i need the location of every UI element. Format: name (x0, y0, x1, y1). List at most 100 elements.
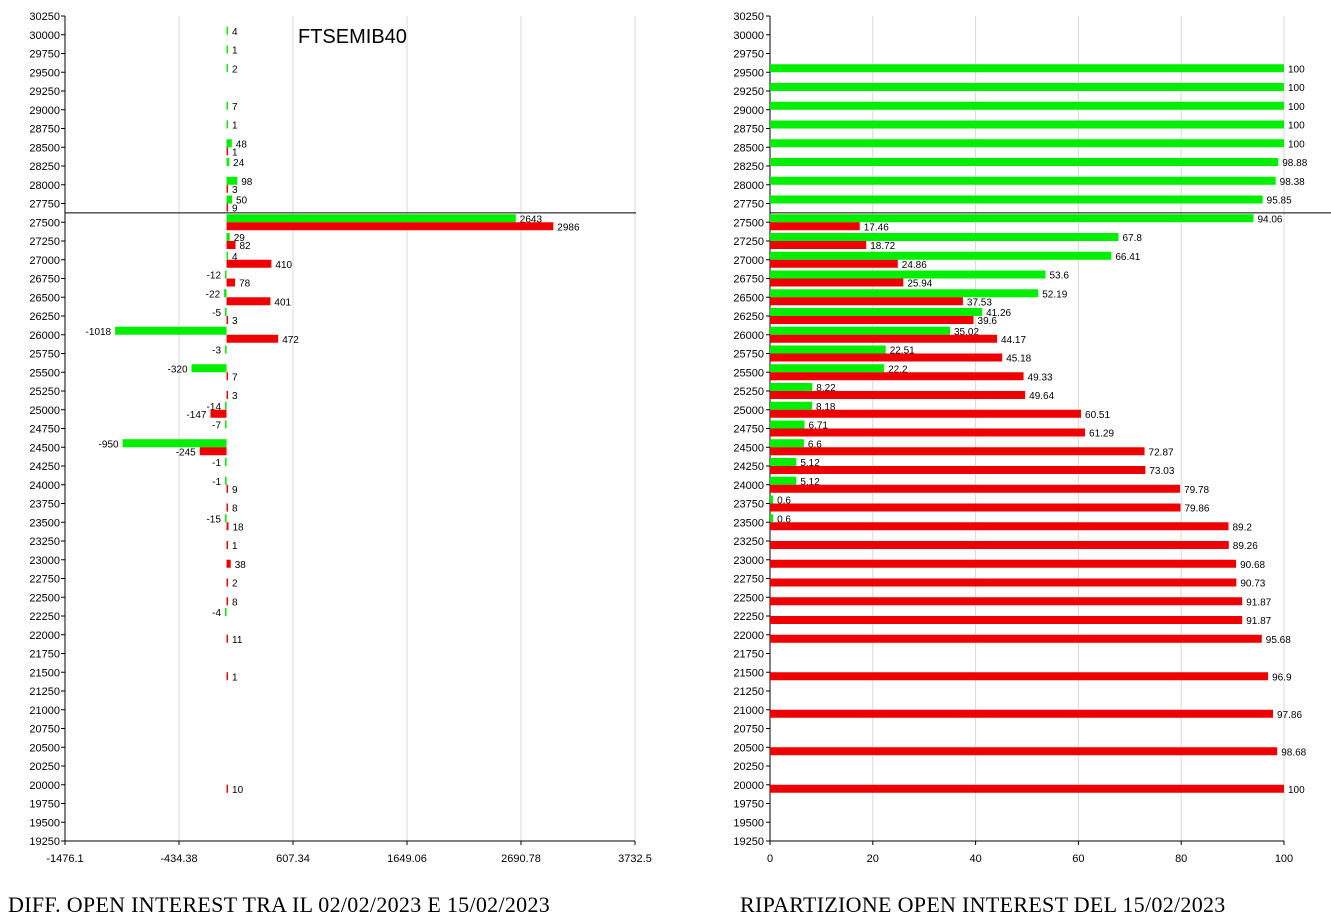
bar-value-label: -1 (212, 477, 221, 488)
y-tick-label: 27500 (733, 217, 764, 229)
x-tick-label: 100 (1275, 853, 1293, 865)
bar-value-label: 79.78 (1184, 485, 1209, 496)
green-bar (770, 64, 1284, 73)
red-bar (770, 634, 1262, 643)
y-tick-label: 26500 (733, 292, 764, 304)
bar-value-label: 9 (232, 485, 238, 496)
red-bar (226, 334, 279, 343)
bar-value-label: 10 (232, 785, 244, 796)
red-bar (770, 391, 1026, 399)
bar-value-label: 1 (232, 541, 238, 552)
red-bar (770, 222, 860, 231)
y-tick-label: 20250 (733, 761, 764, 773)
red-bar (770, 522, 1229, 531)
red-bar (226, 522, 229, 531)
y-tick-label: 26250 (733, 311, 764, 323)
y-tick-label: 25000 (733, 405, 764, 417)
red-bar (770, 709, 1274, 718)
y-tick-label: 19250 (733, 836, 764, 848)
green-bar (224, 514, 227, 523)
red-bar (770, 466, 1146, 474)
red-bar (770, 241, 867, 249)
y-tick-label: 22000 (29, 630, 60, 642)
green-bar (225, 308, 227, 316)
bar-value-label: 401 (274, 297, 291, 308)
green-bar (226, 195, 233, 204)
x-tick-label: 3732.5 (618, 853, 652, 865)
y-tick-label: 19500 (29, 817, 60, 829)
green-bar (225, 401, 227, 410)
bar-value-label: 100 (1288, 139, 1305, 150)
y-tick-label: 21250 (733, 686, 764, 698)
bar-value-label: 94.06 (1257, 214, 1282, 225)
bar-value-label: 91.87 (1246, 616, 1271, 627)
y-tick-label: 26000 (733, 330, 764, 342)
y-tick-label: 20750 (29, 724, 60, 736)
y-tick-label: 24500 (29, 442, 60, 454)
bar-value-label: -5 (212, 308, 221, 319)
y-tick-label: 19750 (29, 799, 60, 811)
bar-value-label: 90.73 (1240, 579, 1265, 590)
green-bar (226, 45, 229, 54)
bar-value-label: 1 (232, 672, 238, 683)
bar-value-label: 2643 (520, 214, 543, 225)
green-bar (770, 251, 1112, 260)
bar-value-label: 4 (232, 27, 238, 38)
green-bar (225, 608, 227, 616)
y-tick-label: 21750 (29, 649, 60, 661)
green-bar (770, 83, 1284, 91)
y-tick-label: 26500 (29, 292, 60, 304)
bar-value-label: -7 (212, 421, 221, 432)
green-bar (770, 420, 805, 429)
y-tick-label: 26750 (733, 274, 764, 286)
green-bar (770, 383, 813, 391)
red-bar (226, 784, 229, 793)
bar-value-label: 7 (232, 372, 238, 383)
green-bar (226, 233, 230, 241)
bar-value-label: 37.53 (967, 297, 992, 308)
y-tick-label: 28000 (29, 180, 60, 192)
bar-value-label: 38 (235, 560, 247, 571)
y-tick-label: 21750 (733, 649, 764, 661)
y-tick-label: 21000 (29, 705, 60, 717)
y-tick-label: 25000 (29, 405, 60, 417)
y-tick-label: 30000 (733, 30, 764, 42)
bar-value-label: 3 (232, 185, 238, 196)
red-bar (770, 316, 974, 324)
y-tick-label: 22500 (733, 592, 764, 604)
bar-value-label: 5.12 (800, 477, 820, 488)
bar-value-label: 8 (232, 597, 238, 608)
bar-value-label: 8.18 (816, 402, 836, 413)
bar-value-label: 22.2 (888, 364, 908, 375)
red-bar (770, 353, 1003, 362)
y-tick-label: 27250 (733, 236, 764, 248)
y-tick-label: 22500 (29, 592, 60, 604)
y-tick-label: 25750 (733, 349, 764, 361)
bar-value-label: 7 (232, 102, 238, 113)
bar-value-label: 78 (239, 279, 251, 290)
green-bar (770, 158, 1279, 166)
green-bar (770, 195, 1263, 204)
bar-value-label: -3 (212, 346, 221, 357)
bar-value-label: 53.6 (1050, 271, 1070, 282)
red-bar (226, 203, 229, 212)
green-bar (770, 401, 813, 410)
x-tick-label: -434.38 (160, 853, 197, 865)
y-tick-label: 28250 (733, 161, 764, 173)
y-tick-label: 26250 (29, 311, 60, 323)
red-bar (226, 259, 272, 268)
y-tick-label: 23000 (733, 555, 764, 567)
y-tick-label: 19250 (29, 836, 60, 848)
bar-value-label: 8 (232, 504, 238, 515)
green-bar (226, 26, 229, 35)
bar-value-label: 100 (1288, 102, 1305, 113)
bar-value-label: 6.6 (808, 439, 822, 450)
bar-value-label: -4 (212, 608, 221, 619)
y-tick-label: 20500 (29, 742, 60, 754)
bar-value-label: 98.68 (1281, 747, 1306, 758)
green-bar (225, 420, 227, 429)
red-bar (770, 334, 998, 343)
bar-value-label: 6.71 (808, 421, 828, 432)
y-tick-label: 22250 (29, 611, 60, 623)
red-bar (226, 597, 229, 606)
